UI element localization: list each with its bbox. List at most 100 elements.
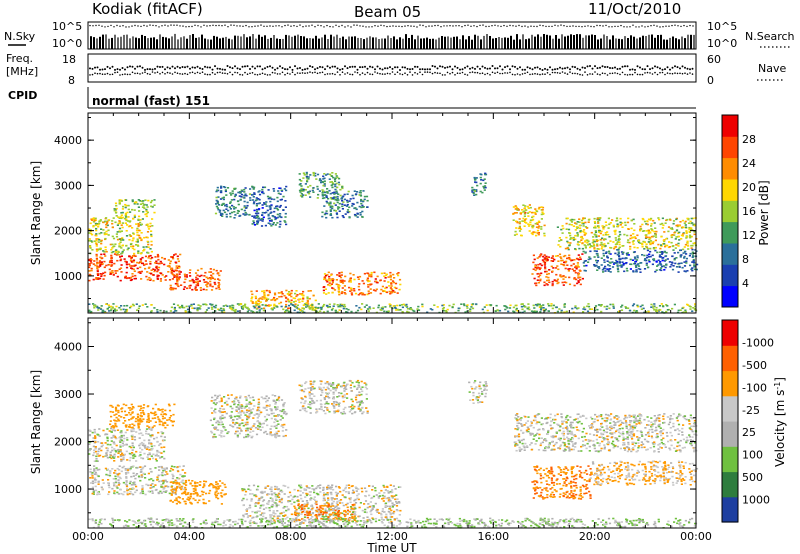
heatmap-cell: [119, 241, 122, 243]
heatmap-cell: [251, 223, 254, 225]
heatmap-cell: [109, 470, 112, 472]
heatmap-cell: [112, 478, 115, 480]
heatmap-cell: [657, 264, 660, 266]
heatmap-cell: [616, 261, 619, 263]
heatmap-cell: [109, 443, 112, 446]
heatmap-cell: [177, 278, 180, 281]
heatmap-cell: [361, 292, 365, 295]
heatmap-cell: [94, 224, 98, 227]
heatmap-cell: [129, 220, 132, 222]
nave-dot: [564, 72, 566, 74]
heatmap-cell: [149, 225, 152, 228]
heatmap-cell: [175, 273, 178, 276]
heatmap-cell: [575, 266, 579, 268]
heatmap-cell: [120, 439, 123, 442]
heatmap-cell: [341, 287, 344, 289]
heatmap-cell: [152, 453, 155, 456]
heatmap-cell: [562, 227, 565, 230]
heatmap-cell: [272, 190, 276, 192]
heatmap-cell: [678, 225, 681, 227]
noise-bar: [504, 37, 506, 49]
heatmap-cell: [88, 309, 91, 312]
noise-bar: [675, 38, 677, 49]
heatmap-cell: [94, 450, 98, 453]
heatmap-cell: [220, 191, 223, 194]
heatmap-cell: [323, 205, 326, 207]
heatmap-cell: [573, 284, 576, 287]
heatmap-cell: [194, 288, 197, 290]
nave-dot: [416, 73, 419, 75]
nave-dot: [334, 73, 336, 76]
heatmap-cell: [210, 289, 214, 291]
heatmap-cell: [169, 288, 172, 290]
heatmap-cell: [565, 236, 568, 239]
heatmap-cell: [231, 190, 234, 192]
heatmap-cell: [285, 189, 288, 192]
heatmap-cell: [124, 260, 127, 263]
heatmap-cell: [426, 311, 429, 314]
heatmap-cell: [107, 234, 110, 236]
heatmap-cell: [556, 280, 559, 282]
heatmap-cell: [113, 429, 117, 432]
heatmap-cell: [269, 223, 272, 225]
heatmap-cell: [464, 311, 467, 313]
nave-dot: [484, 73, 486, 76]
heatmap-cell: [141, 202, 144, 205]
noise-search-dot: [680, 25, 682, 28]
heatmap-cell: [95, 473, 98, 476]
heatmap-cell: [113, 455, 116, 458]
nave-dot: [301, 72, 304, 74]
noise-bar: [375, 37, 377, 49]
heatmap-cell: [547, 276, 550, 279]
heatmap-cell: [115, 254, 118, 256]
heatmap-cell: [263, 292, 266, 295]
heatmap-cell: [174, 269, 177, 272]
heatmap-cell: [622, 264, 625, 266]
heatmap-cell: [337, 193, 340, 195]
heatmap-cell: [524, 205, 527, 207]
heatmap-cell: [257, 191, 260, 193]
freq-dot: [651, 67, 654, 70]
heatmap-cell: [535, 226, 539, 228]
noise-bar: [576, 34, 578, 49]
heatmap-cell: [233, 217, 236, 219]
heatmap-cell: [176, 304, 180, 307]
colorbar-tick-label: 16: [742, 205, 756, 218]
noise-search-dot: [584, 25, 586, 27]
heatmap-cell: [110, 257, 113, 259]
freq-dot: [109, 67, 111, 70]
noise-bar: [342, 36, 344, 49]
heatmap-cell: [618, 255, 621, 258]
heatmap-cell: [281, 293, 284, 295]
heatmap-cell: [328, 189, 331, 192]
heatmap-cell: [88, 266, 91, 269]
noise-bar: [171, 36, 173, 49]
heatmap-cell: [516, 310, 519, 312]
heatmap-cell: [323, 278, 326, 281]
heatmap-cell: [113, 208, 116, 210]
heatmap-cell: [279, 199, 282, 201]
heatmap-cell: [185, 274, 188, 276]
colorbar-segment: [722, 157, 738, 180]
freq-dot: [226, 65, 229, 67]
heatmap-cell: [262, 186, 265, 189]
freq-dot: [241, 65, 244, 68]
heatmap-cell: [363, 306, 366, 308]
noise-bar: [216, 36, 218, 49]
noise-search-dot: [278, 25, 280, 27]
heatmap-cell: [370, 275, 373, 278]
freq-dot: [169, 67, 171, 70]
heatmap-cell: [224, 190, 227, 193]
heatmap-cell: [658, 262, 661, 265]
heatmap-cell: [108, 491, 111, 493]
noise-search-dot: [512, 25, 514, 27]
freq-dot: [326, 65, 329, 68]
heatmap-cell: [337, 288, 340, 290]
colorbar-segment: [722, 136, 738, 159]
heatmap-cell: [197, 304, 200, 306]
heatmap-cell: [277, 190, 280, 192]
noise-search-dot: [314, 26, 316, 28]
heatmap-cell: [130, 276, 133, 279]
heatmap-cell: [355, 208, 358, 211]
heatmap-cell: [519, 228, 523, 230]
